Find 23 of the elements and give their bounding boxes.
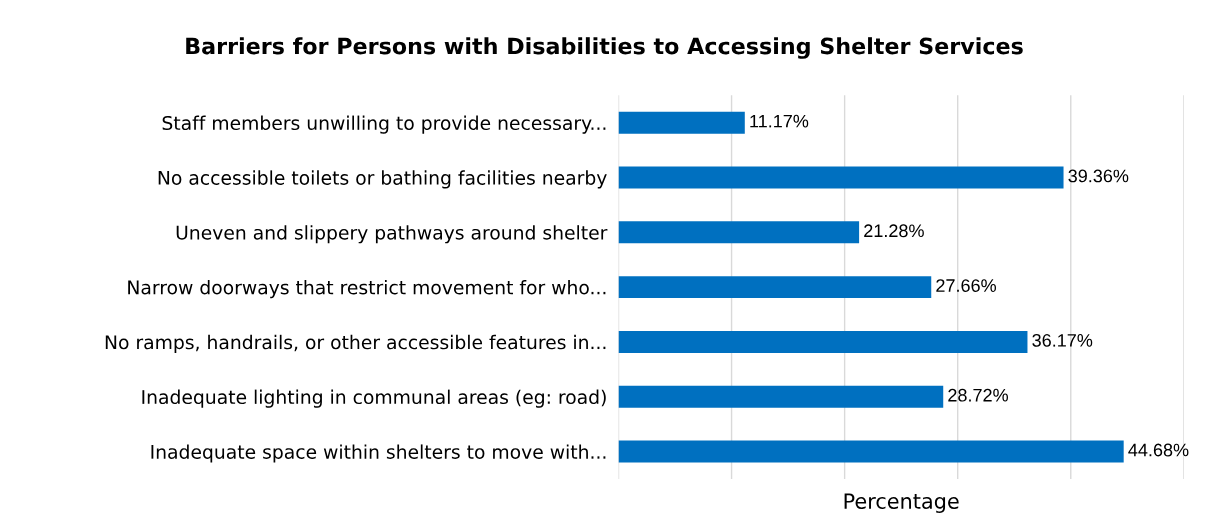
chart-title: Barriers for Persons with Disabilities to Accessing Shelter Services [186,37,1023,59]
y-tick-label: No ramps, handrails, or other accessible features in... [105,334,606,353]
bar [618,276,932,299]
y-tick-label: Staff members unwilling to provide necessary... [162,115,606,134]
bar [618,385,944,408]
data-label: 36.17% [1032,333,1093,347]
y-tick-label: Narrow doorways that restrict movement for who... [128,279,606,299]
data-label: 11.17% [750,114,809,128]
data-label: 28.72% [948,388,1008,402]
y-tick-label: Inadequate lighting in communal areas (eg: road) [142,389,606,408]
data-label: 39.36% [1068,169,1129,183]
data-label: 27.66% [936,279,997,292]
y-tick-label: No accessible toilets or bathing facilities nearby [158,170,607,189]
bar [618,440,1124,463]
y-tick-label: Uneven and slippery pathways around shelter [176,225,608,244]
data-label: 44.68% [1128,443,1189,457]
bar [618,330,1028,353]
bar [618,111,745,134]
bar [618,221,860,244]
y-tick-label: Inadequate space within shelters to move with... [151,444,606,463]
bar [618,166,1064,189]
data-label: 21.28% [864,224,924,238]
x-axis-title: Percentage [844,493,959,513]
